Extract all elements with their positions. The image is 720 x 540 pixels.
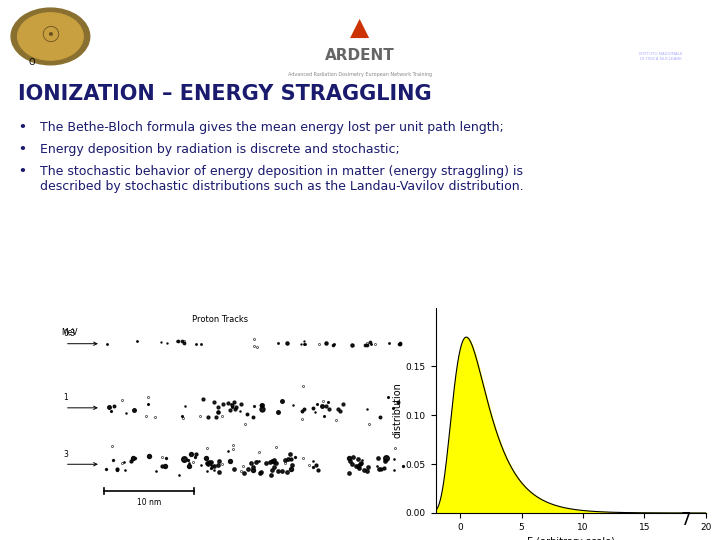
Text: O: O [28, 58, 35, 66]
Text: 3: 3 [63, 450, 68, 458]
X-axis label: E (arbitrary scale): E (arbitrary scale) [526, 537, 615, 540]
Text: 0.3: 0.3 [63, 329, 75, 338]
Text: The Bethe-Bloch formula gives the mean energy lost per unit path length;: The Bethe-Bloch formula gives the mean e… [40, 122, 503, 134]
Text: 1: 1 [63, 393, 68, 402]
Text: •: • [18, 122, 26, 134]
Text: •: • [18, 143, 26, 156]
Text: MeV: MeV [61, 328, 78, 338]
Text: ▲: ▲ [351, 16, 369, 40]
Text: IONIZATION – ENERGY STRAGGLING: IONIZATION – ENERGY STRAGGLING [18, 84, 431, 104]
Text: •: • [18, 165, 26, 178]
Text: Advanced Radiation Dosimetry European Network Training: Advanced Radiation Dosimetry European Ne… [288, 72, 432, 77]
Text: ☉: ☉ [40, 26, 60, 46]
Circle shape [11, 8, 90, 65]
Text: Energy deposition by radiation is discrete and stochastic;: Energy deposition by radiation is discre… [40, 143, 400, 156]
Text: Proton Tracks: Proton Tracks [192, 315, 248, 325]
Y-axis label: distribution: distribution [393, 382, 403, 438]
Text: 10 nm: 10 nm [138, 498, 161, 507]
Text: ARDENT: ARDENT [325, 48, 395, 63]
Text: INFN: INFN [636, 22, 685, 40]
Text: 7: 7 [680, 511, 691, 529]
Text: The stochastic behavior of energy deposition in matter (energy straggling) is
de: The stochastic behavior of energy deposi… [40, 165, 523, 193]
Circle shape [18, 13, 84, 60]
Text: ISTITUTO NAZIONALE
DI FISICA NUCLEARE: ISTITUTO NAZIONALE DI FISICA NUCLEARE [639, 52, 683, 61]
